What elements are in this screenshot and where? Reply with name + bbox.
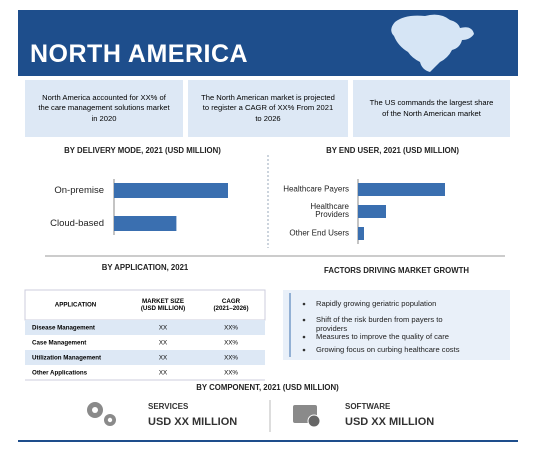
component-value: USD XX MILLION bbox=[345, 416, 435, 428]
bar bbox=[114, 183, 228, 198]
factor-item: Measures to improve the quality of care bbox=[316, 332, 449, 341]
section-title: FACTORS DRIVING MARKET GROWTH bbox=[324, 266, 469, 275]
table-cell: XX bbox=[158, 369, 168, 376]
table-header-cell: CAGR (2021–2026) bbox=[213, 298, 249, 312]
table-cell: Case Management bbox=[32, 339, 87, 346]
bar bbox=[358, 205, 386, 218]
bullet bbox=[302, 335, 306, 339]
footer-rule bbox=[18, 440, 518, 442]
info-box: The US commands the largest share of the… bbox=[353, 80, 510, 137]
info-box: The North American market is projected t… bbox=[188, 80, 348, 137]
table-cell: XX bbox=[158, 339, 168, 346]
table-cell: XX bbox=[158, 354, 168, 361]
table-cell: XX bbox=[158, 324, 168, 331]
table-cell: Other Applications bbox=[32, 369, 88, 376]
map-icon bbox=[391, 14, 474, 72]
component-value: USD XX MILLION bbox=[148, 416, 238, 428]
chart-title: BY DELIVERY MODE, 2021 (USD MILLION) bbox=[64, 146, 221, 155]
bullet bbox=[302, 302, 306, 306]
component-name: SOFTWARE bbox=[345, 402, 391, 411]
title: NORTH AMERICA bbox=[30, 40, 249, 68]
table-row-bg bbox=[25, 350, 265, 365]
category-label: Healthcare Payers bbox=[283, 184, 349, 194]
table-cell: XX% bbox=[224, 324, 238, 331]
chart-title: BY END USER, 2021 (USD MILLION) bbox=[326, 146, 459, 155]
factor-item: Shift of the risk burden from payers to … bbox=[316, 315, 443, 334]
table-header-cell: MARKET SIZE (USD MILLION) bbox=[140, 298, 186, 312]
table-cell: XX% bbox=[224, 369, 238, 376]
table-header bbox=[24, 289, 266, 321]
table-header-cell: APPLICATION bbox=[54, 301, 97, 309]
table-cell: Disease Management bbox=[32, 324, 95, 331]
category-label: Other End Users bbox=[289, 228, 349, 238]
bar bbox=[114, 216, 177, 231]
factor-item: Growing focus on curbing healthcare cost… bbox=[316, 345, 460, 354]
bar bbox=[358, 227, 364, 240]
section-title: BY APPLICATION, 2021 bbox=[101, 263, 189, 272]
gear-icon bbox=[87, 402, 116, 426]
section-title: BY COMPONENT, 2021 (USD MILLION) bbox=[196, 383, 339, 392]
info-box: North America accounted for XX% of the c… bbox=[25, 80, 183, 137]
factor-item: Rapidly growing geriatric population bbox=[316, 299, 437, 308]
bullet bbox=[302, 318, 306, 322]
factors-box bbox=[283, 290, 510, 360]
bar bbox=[358, 183, 445, 196]
category-label: On-premise bbox=[54, 184, 104, 196]
table-cell: XX% bbox=[224, 339, 238, 346]
table-row-bg bbox=[25, 320, 265, 335]
category-label: Cloud-based bbox=[50, 217, 104, 229]
table-cell: XX% bbox=[224, 354, 238, 361]
table-cell: Utilization Management bbox=[32, 354, 102, 361]
gear-holes bbox=[92, 407, 113, 423]
bullet bbox=[302, 348, 306, 352]
category-label: Healthcare Providers bbox=[310, 201, 349, 220]
component-name: SERVICES bbox=[148, 402, 189, 411]
software-icon bbox=[307, 414, 321, 428]
